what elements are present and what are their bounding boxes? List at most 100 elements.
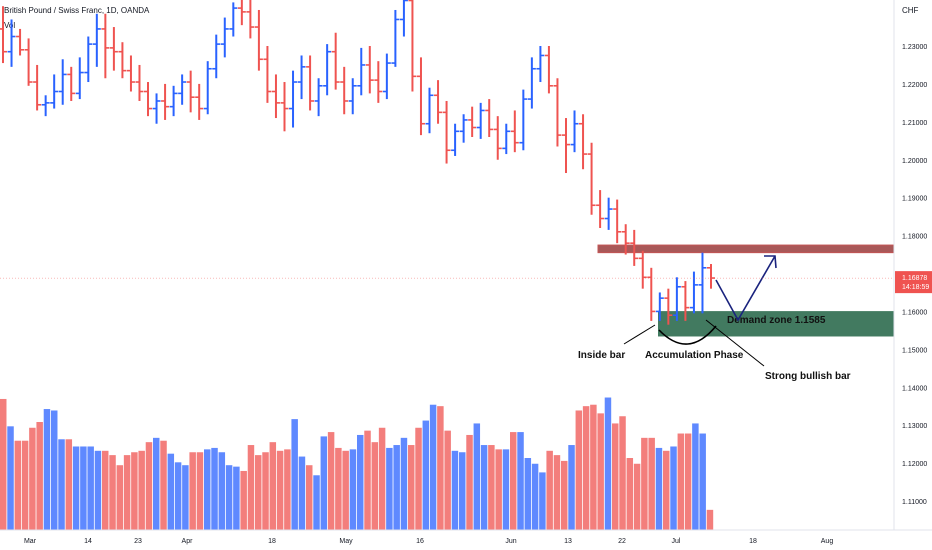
volume-bar: [21, 440, 29, 530]
time-tick-label: 18: [268, 538, 276, 545]
volume-bar: [313, 475, 320, 530]
volume-bar: [269, 442, 277, 530]
volume-bar: [633, 463, 641, 530]
strong-bullish-label: Strong bullish bar: [765, 371, 851, 382]
volume-bar: [211, 447, 218, 530]
volume-bar: [174, 462, 182, 530]
volume-bar: [218, 452, 226, 530]
volume-bar: [692, 423, 699, 530]
volume-bar: [276, 450, 284, 530]
volume-bar: [225, 465, 233, 530]
volume-bar: [480, 445, 488, 530]
volume-bar: [160, 440, 167, 530]
volume-bar: [415, 427, 422, 530]
volume-bar: [393, 445, 400, 530]
volume-bar: [568, 445, 575, 530]
volume-bar: [0, 398, 7, 530]
price-badge-value: 1.16878: [902, 275, 927, 282]
price-tick-label: 1.22000: [902, 82, 927, 89]
volume-bar: [706, 509, 714, 530]
volume-bar: [7, 426, 14, 530]
volume-bar: [131, 452, 138, 530]
volume-bar: [80, 446, 87, 530]
accumulation-arc: [658, 325, 717, 345]
volume-bar: [327, 432, 335, 530]
volume-bar: [408, 445, 415, 530]
price-badge: [895, 271, 932, 294]
time-axis: Mar 14 23 Apr 18 May 16 Jun 13 22 Jul 18 Aug: [24, 538, 833, 545]
volume-bar: [473, 423, 481, 530]
volume-bar: [342, 450, 349, 530]
volume-bar: [553, 455, 561, 530]
time-tick-label: Jul: [672, 538, 681, 545]
volume-bar: [65, 439, 73, 530]
inside-bar-pointer: [623, 324, 656, 345]
volume-bar: [561, 460, 568, 530]
demand-zone-label: Demand zone 1.1585: [727, 315, 826, 326]
volume-bar: [429, 404, 437, 530]
volume-bar: [102, 450, 109, 530]
volume-bar: [597, 413, 604, 530]
volume-bars: [0, 397, 714, 530]
time-tick-label: 22: [618, 538, 626, 545]
time-tick-label: 23: [134, 538, 142, 545]
volume-bar: [153, 437, 160, 530]
volume-bar: [145, 442, 153, 530]
volume-bar: [320, 436, 328, 530]
volume-bar: [357, 434, 364, 530]
volume-bar: [488, 445, 495, 530]
volume-bar: [123, 455, 131, 530]
volume-bar: [72, 446, 80, 530]
time-tick-label: 18: [749, 538, 757, 545]
volume-bar: [87, 446, 94, 530]
strong-bullish-pointer: [705, 319, 765, 367]
volume-bar: [502, 449, 510, 530]
volume-bar: [14, 440, 22, 530]
volume-bar: [262, 452, 269, 530]
volume-bar: [335, 447, 342, 530]
volume-bar: [43, 409, 51, 530]
time-tick-label: 14: [84, 538, 92, 545]
price-tick-label: 1.18000: [902, 234, 927, 241]
volume-bar: [590, 404, 597, 530]
volume-bar: [459, 452, 466, 530]
time-tick-label: 13: [564, 538, 572, 545]
time-tick-label: Mar: [24, 538, 37, 545]
volume-bar: [466, 434, 473, 530]
time-tick-label: 16: [416, 538, 424, 545]
volume-bar: [284, 449, 291, 530]
volume-bar: [444, 430, 451, 530]
volume-bar: [240, 470, 247, 530]
accumulation-label: Accumulation Phase: [645, 350, 744, 361]
price-tick-label: 1.20000: [902, 158, 927, 165]
volume-bar: [626, 458, 634, 530]
volume-bar: [575, 410, 583, 530]
volume-bar: [29, 427, 36, 530]
volume-bar: [524, 458, 532, 530]
currency-label: CHF: [902, 6, 919, 15]
annotations: Demand zone 1.1585 Inside bar Accumulation…: [578, 255, 851, 382]
ohlc-bars: [0, 0, 715, 325]
volume-bar: [546, 450, 553, 530]
volume-bar: [291, 419, 298, 530]
volume-bar: [378, 427, 386, 530]
price-tick-label: 1.16000: [902, 309, 927, 316]
volume-bar: [306, 465, 313, 530]
volume-bar: [422, 420, 430, 530]
volume-bar: [684, 433, 692, 530]
inside-bar-label: Inside bar: [578, 350, 625, 361]
demand-zone: [658, 311, 894, 337]
volume-bar: [670, 446, 677, 530]
volume-bar: [531, 463, 539, 530]
volume-bar: [619, 416, 626, 530]
price-tick-label: 1.21000: [902, 120, 927, 127]
price-tick-label: 1.12000: [902, 461, 927, 468]
volume-bar: [641, 437, 648, 530]
volume-bar: [196, 452, 204, 530]
volume-bar: [510, 432, 517, 530]
volume-bar: [182, 465, 189, 530]
volume-bar: [247, 445, 255, 530]
volume-bar: [451, 450, 459, 530]
volume-bar: [604, 397, 612, 530]
